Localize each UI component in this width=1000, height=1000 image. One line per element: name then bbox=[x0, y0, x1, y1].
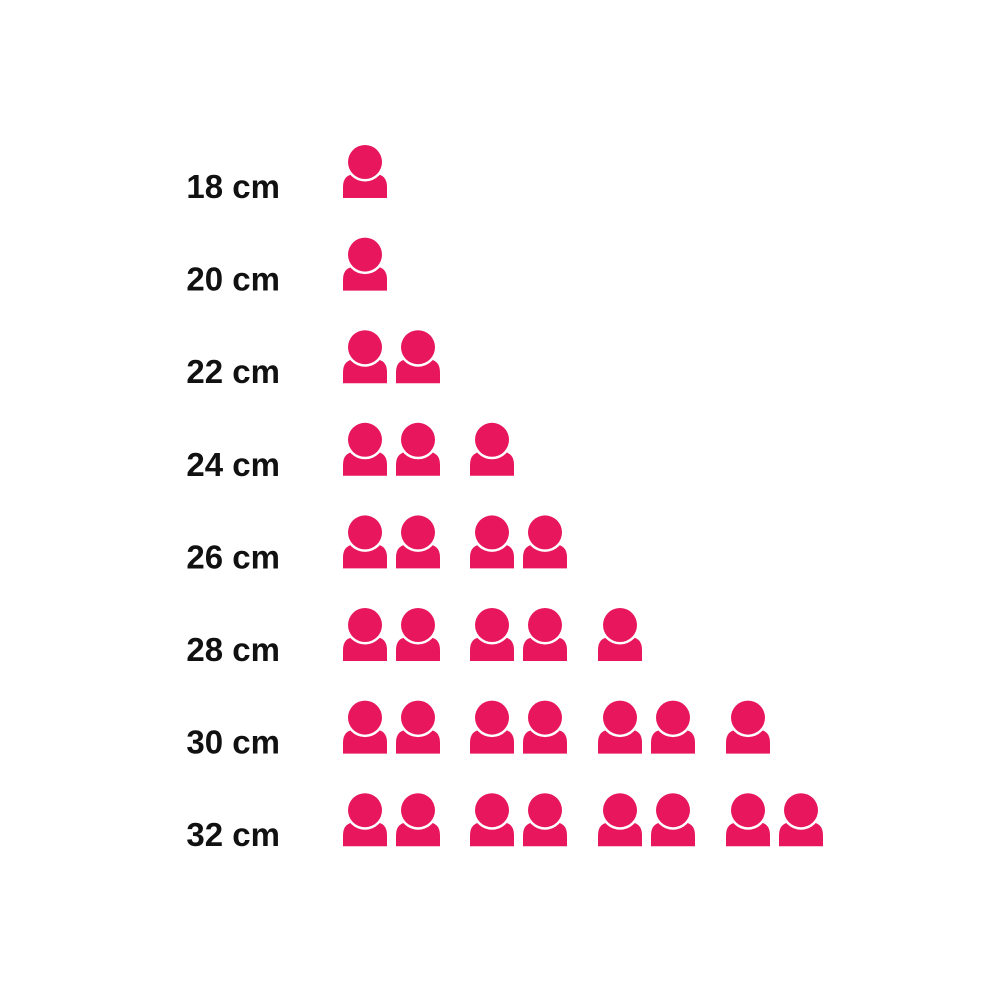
person-icon bbox=[343, 605, 387, 661]
chart-row: 18 cm bbox=[186, 142, 387, 205]
person-icon bbox=[343, 512, 387, 569]
person-icon bbox=[470, 790, 514, 847]
person-icon bbox=[523, 605, 567, 661]
person-icon bbox=[343, 698, 387, 754]
category-label: 24 cm bbox=[186, 446, 280, 483]
person-icon bbox=[598, 698, 642, 754]
person-icon bbox=[523, 512, 567, 569]
person-icon bbox=[343, 235, 387, 291]
category-label: 22 cm bbox=[186, 353, 280, 390]
category-label: 26 cm bbox=[186, 538, 280, 575]
person-icon bbox=[470, 698, 514, 754]
chart-row: 26 cm bbox=[186, 512, 567, 575]
category-label: 28 cm bbox=[186, 631, 280, 668]
person-icon bbox=[343, 142, 387, 198]
person-icon bbox=[343, 420, 387, 476]
person-icon bbox=[470, 420, 514, 476]
chart-row: 24 cm bbox=[186, 420, 514, 483]
person-icon bbox=[523, 698, 567, 754]
person-icon bbox=[396, 605, 440, 661]
person-icon bbox=[396, 420, 440, 476]
chart-row: 22 cm bbox=[186, 327, 440, 390]
chart-row: 20 cm bbox=[186, 235, 387, 298]
person-icon bbox=[470, 512, 514, 569]
person-icon bbox=[598, 605, 642, 661]
person-icon bbox=[523, 790, 567, 847]
category-label: 30 cm bbox=[186, 724, 280, 761]
person-icon bbox=[726, 698, 770, 754]
person-icon bbox=[343, 327, 387, 384]
person-icon bbox=[396, 698, 440, 754]
person-icon bbox=[396, 512, 440, 569]
chart-row: 28 cm bbox=[186, 605, 642, 668]
chart-row: 32 cm bbox=[186, 790, 823, 853]
person-icon bbox=[343, 790, 387, 847]
person-icon bbox=[598, 790, 642, 847]
person-icon bbox=[651, 698, 695, 754]
person-icon bbox=[396, 790, 440, 847]
person-icon bbox=[470, 605, 514, 661]
person-icon bbox=[651, 790, 695, 847]
category-label: 18 cm bbox=[186, 168, 280, 205]
category-label: 20 cm bbox=[186, 261, 280, 298]
person-icon bbox=[726, 790, 770, 847]
chart-row: 30 cm bbox=[186, 698, 770, 761]
person-icon bbox=[396, 327, 440, 384]
person-icon bbox=[779, 790, 823, 847]
category-label: 32 cm bbox=[186, 816, 280, 853]
